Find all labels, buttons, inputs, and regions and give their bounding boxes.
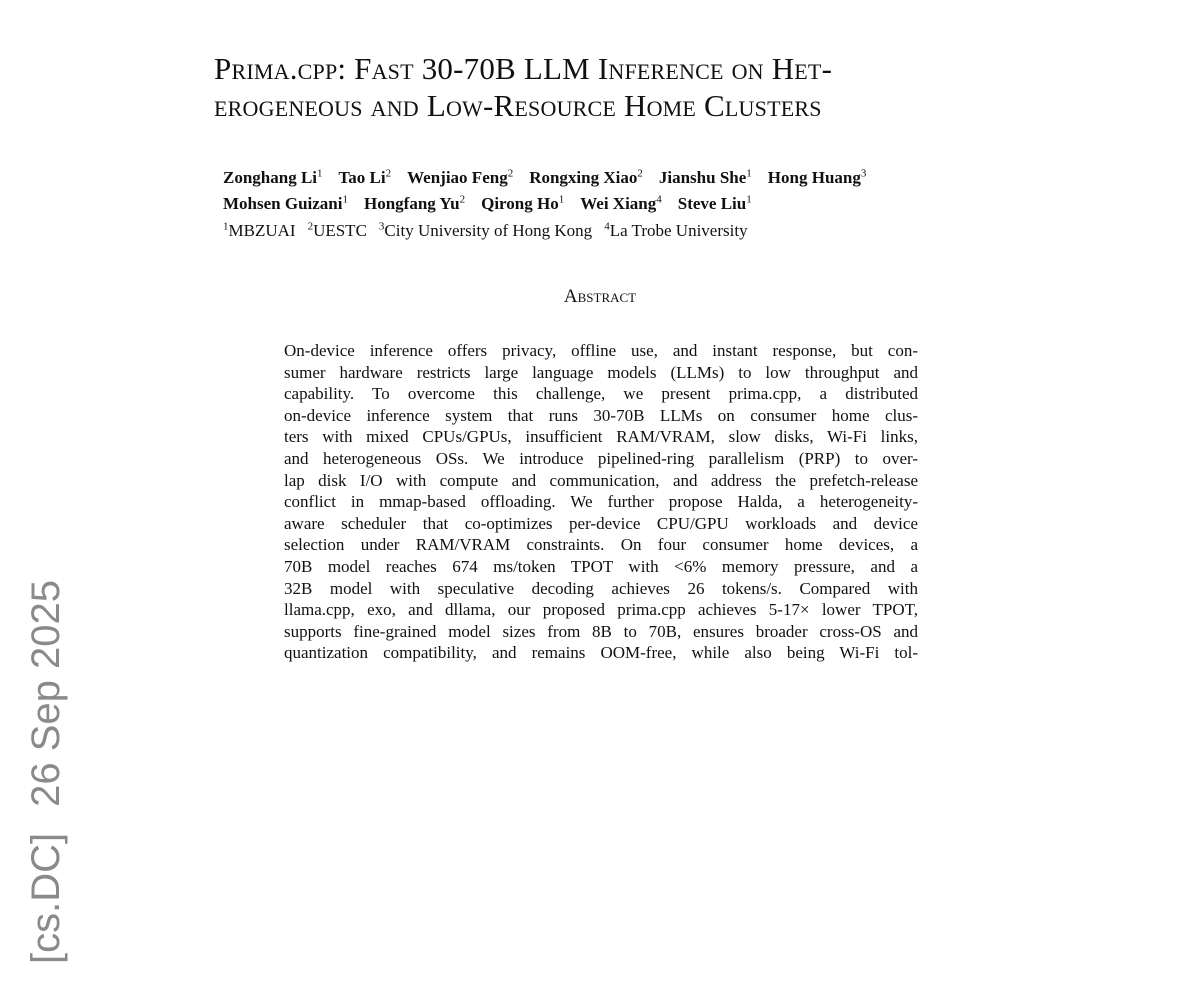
- author: Rongxing Xiao2: [529, 167, 643, 187]
- affiliation: 1MBZUAI: [223, 220, 296, 240]
- abstract-line: llama.cpp, exo, and dllama, our proposed…: [284, 600, 918, 620]
- paper-title: Prima.cpp: Fast 30-70B LLM Inference on …: [214, 50, 832, 124]
- affiliation-name: MBZUAI: [228, 220, 296, 240]
- author-name: Zonghang Li: [223, 167, 318, 187]
- author-name: Mohsen Guizani: [223, 194, 343, 214]
- author: Qirong Ho1: [481, 193, 565, 214]
- author: Mohsen Guizani1: [223, 193, 349, 214]
- abstract-line: sumer hardware restricts large language …: [284, 362, 918, 382]
- stamp-date: 26 Sep 2025: [24, 580, 68, 807]
- author-name: Wei Xiang: [580, 194, 657, 214]
- author-affiliation-mark: 3: [860, 167, 867, 179]
- author: Tao Li2: [338, 167, 392, 187]
- author-name: Hong Huang: [767, 167, 861, 187]
- author-affiliation-mark: 1: [746, 193, 752, 206]
- author-affiliation-mark: 2: [459, 193, 466, 206]
- author: Zonghang Li1: [223, 167, 323, 187]
- author: Wenjiao Feng2: [407, 167, 514, 187]
- author: Steve Liu1: [677, 193, 752, 214]
- affiliation-mark: 2: [307, 220, 314, 233]
- author-name: Jianshu She: [658, 167, 747, 187]
- abstract-line: supports fine-grained model sizes from 8…: [284, 621, 918, 641]
- abstract-heading: Abstract: [563, 286, 637, 307]
- abstract-line: On-device inference offers privacy, offl…: [284, 341, 918, 360]
- title-line: erogeneous and Low-Resource Home Cluster…: [214, 88, 822, 123]
- author-line: Zonghang Li1 Tao Li2 Wenjiao Feng2 Rongxing…: [223, 162, 882, 189]
- author-block: Zonghang Li1 Tao Li2 Wenjiao Feng2 Rongxing…: [223, 162, 882, 242]
- author-name: Tao Li: [338, 167, 386, 187]
- affiliation-mark: 1: [223, 220, 229, 233]
- affiliation: 3City University of Hong Kong: [378, 220, 593, 240]
- abstract-line: 32B model with speculative decoding achi…: [284, 578, 918, 598]
- author-affiliation-mark: 1: [342, 193, 349, 206]
- author-affiliation-mark: 2: [385, 167, 392, 179]
- abstract-line: on-device inference system that runs 30-…: [284, 405, 918, 425]
- author-name: Steve Liu: [677, 194, 747, 214]
- abstract-line: 70B model reaches 674 ms/token TPOT with…: [284, 556, 918, 576]
- affiliation-name: La Trobe University: [609, 220, 748, 240]
- author: Hong Huang3: [767, 167, 867, 187]
- affiliations: 1MBZUAI 2UESTC 3City University of Hong Ko…: [223, 215, 882, 242]
- abstract-line: and heterogeneous OSs. We introduce pipe…: [284, 448, 918, 468]
- abstract-line: quantization compatibility, and remains …: [284, 643, 918, 663]
- author: Wei Xiang4: [580, 193, 662, 214]
- affiliation-name: UESTC: [313, 220, 367, 240]
- author-affiliation-mark: 2: [507, 167, 514, 179]
- abstract-body: On-device inference offers privacy, offl…: [284, 340, 918, 664]
- abstract-line: selection under RAM/VRAM constraints. On…: [284, 535, 918, 555]
- author-name: Wenjiao Feng: [407, 167, 508, 187]
- author-affiliation-mark: 4: [656, 193, 662, 206]
- author-affiliation-mark: 1: [746, 167, 752, 179]
- affiliation-mark: 4: [604, 220, 610, 233]
- author-affiliation-mark: 1: [317, 167, 323, 179]
- title-line: Prima.cpp: Fast 30-70B LLM Inference on …: [214, 51, 833, 86]
- arxiv-stamp: [cs.DC] 26 Sep 2025: [24, 580, 69, 990]
- affiliation-mark: 3: [378, 220, 385, 233]
- abstract-line: capability. To overcome this challenge, …: [284, 384, 918, 404]
- affiliation: 2UESTC: [307, 220, 367, 240]
- author: Hongfang Yu2: [364, 193, 466, 214]
- author: Jianshu She1: [658, 167, 752, 187]
- abstract-line: conflict in mmap-based offloading. We fu…: [284, 492, 918, 512]
- author-affiliation-mark: 2: [637, 167, 643, 179]
- abstract-line: lap disk I/O with compute and communicat…: [284, 470, 918, 490]
- abstract-line: aware scheduler that co-optimizes per-de…: [284, 513, 918, 533]
- affiliation: 4La Trobe University: [604, 220, 748, 240]
- author-name: Rongxing Xiao: [529, 167, 638, 187]
- author-line: Mohsen Guizani1 Hongfang Yu2 Qirong Ho1 Wei…: [223, 189, 882, 216]
- author-name: Hongfang Yu: [364, 194, 460, 214]
- author-name: Qirong Ho: [481, 194, 559, 214]
- abstract-line: ters with mixed CPUs/GPUs, insufficient …: [284, 427, 918, 447]
- author-affiliation-mark: 1: [558, 193, 565, 206]
- stamp-category: [cs.DC]: [24, 832, 68, 964]
- affiliation-name: City University of Hong Kong: [384, 220, 593, 240]
